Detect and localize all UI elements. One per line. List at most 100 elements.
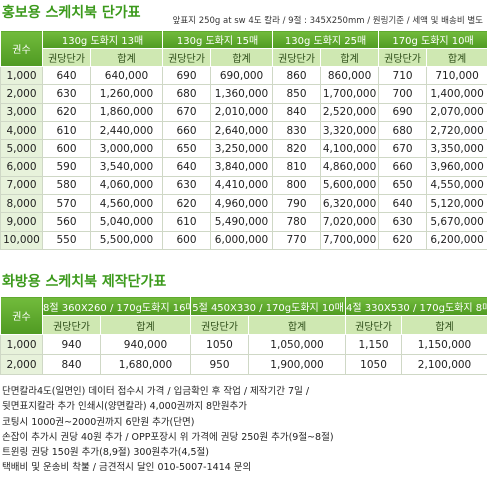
price-cell: 7,020,000 [320,212,380,232]
price-cell: 650 [162,139,212,159]
notes: 단면칼라4도(일면인) 데이터 접수시 가격 / 입금확인 후 작업 / 제작기… [2,384,334,476]
price-cell: 5,670,000 [426,212,487,232]
price-cell: 600 [162,230,212,250]
price-cell: 690 [378,102,428,122]
note-line: 트윈링 권당 150원 추가(8,9절) 300원추가(4,5절) [2,447,210,459]
price-cell: 800 [272,175,322,196]
subheader: 합계 [89,48,164,67]
price-cell: 2,440,000 [89,120,164,141]
price-cell: 840 [272,102,322,122]
price-cell: 1,150,000 [401,334,487,355]
subheader: 합계 [320,48,380,67]
price-cell: 650 [378,175,428,196]
price-cell: 630 [378,212,428,232]
note: 앞표지 250g at sw 4도 칼라 / 9절 : 345X250mm / … [172,16,483,26]
price-cell: 620 [42,102,91,122]
subheader: 권당단가 [345,315,403,335]
price-cell: 2,720,000 [426,120,487,141]
price-cell: 3,840,000 [210,157,274,177]
subheader: 권당단가 [272,48,322,67]
subheader: 권당단가 [190,315,250,335]
quantity-cell: 3,000 [0,102,43,122]
price-cell: 640 [378,194,428,214]
quantity-cell: 8,000 [0,194,43,214]
price-cell: 690 [162,65,212,86]
note-line: 코팅시 1000권~2000권까지 6만원 추가(단면) [2,416,195,428]
price-cell: 590 [42,157,91,177]
price-cell: 860 [272,65,322,86]
price-cell: 770 [272,230,322,250]
price-cell: 680 [378,120,428,141]
group-header: 130g 도화지 25매 [272,30,380,49]
header-row: 권수 130g 도화지 13매 130g 도화지 15매 130g 도화지 25매 17… [0,30,487,67]
price-cell: 3,000,000 [89,139,164,159]
price-cell: 4,860,000 [320,157,380,177]
price-cell: 6,000,000 [210,230,274,250]
data-row: 5,000 600 3,000,000 650 3,250,000 820 4,100,00… [0,139,487,159]
group-header: 170g 도화지 10매 [378,30,487,49]
price-cell: 2,520,000 [320,102,380,122]
price-cell: 790 [272,194,322,214]
header-row: 권수 8절 360X260 / 170g도화지 16매 5절 450X330 / 1… [0,296,487,335]
price-cell: 860,000 [320,65,380,86]
quantity-cell: 2,000 [0,84,43,104]
price-cell: 840 [42,354,101,375]
subheader: 합계 [210,48,274,67]
price-cell: 780 [272,212,322,232]
price-cell: 3,960,000 [426,157,487,177]
group-header: 8절 360X260 / 170g도화지 16매 [41,296,192,316]
price-cell: 580 [42,175,91,196]
price-cell: 2,100,000 [401,354,487,375]
price-cell: 1,360,000 [210,84,274,104]
price-cell: 3,320,000 [320,120,380,141]
quantity-cell: 7,000 [0,175,43,196]
price-cell: 5,040,000 [89,212,164,232]
price-cell: 3,250,000 [210,139,274,159]
quantity-cell: 1,000 [0,334,43,355]
subheader: 합계 [426,48,487,67]
subheader-row: 권당단가 합계 권당단가 합계 권당단가 합계 권당단가 합계 [1,48,487,67]
subheader: 합계 [99,315,192,335]
price-cell: 640,000 [89,65,164,86]
data-row: 9,000 560 5,040,000 610 5,490,000 780 7,020,00… [0,212,487,232]
data-row: 4,000 610 2,440,000 660 2,640,000 830 3,320,00… [0,120,487,141]
note-line: 단면칼라4도(일면인) 데이터 접수시 가격 / 입금확인 후 작업 / 제작기… [2,386,310,397]
price-cell: 950 [190,354,250,375]
group-header: 5절 450X330 / 170g도화지 10매 [190,296,347,316]
group-header: 130g 도화지 13매 [41,30,164,49]
price-cell: 7,700,000 [320,230,380,250]
data-row: 1,000 940 940,000 1050 1,050,000 1,150 1,150,0… [0,334,487,355]
price-cell: 670 [378,139,428,159]
title: 홍보용 스케치북 단가표 [2,5,141,21]
price-cell: 660 [378,157,428,177]
quantity-cell: 6,000 [0,157,43,177]
price-cell: 710,000 [426,65,487,86]
price-cell: 690,000 [210,65,274,86]
price-cell: 3,350,000 [426,139,487,159]
price-cell: 1,260,000 [89,84,164,104]
price-cell: 4,550,000 [426,175,487,196]
price-cell: 940,000 [99,334,192,355]
price-table: 권수 130g 도화지 13매 130g 도화지 15매 130g 도화지 25매 17… [0,30,487,250]
price-cell: 4,410,000 [210,175,274,196]
note-line: 택배비 및 운송비 착불 / 금견적시 달인 010-5007-1414 문의 [2,462,252,474]
price-cell: 640 [162,157,212,177]
subheader-row: 권당단가 합계 권당단가 합계 권당단가 합계 [1,315,487,335]
price-cell: 620 [378,230,428,250]
price-cell: 600 [42,139,91,159]
price-cell: 810 [272,157,322,177]
price-cell: 1,050,000 [248,334,347,355]
note-line: 손잡이 추가시 권당 40원 추가 / OPP포장시 위 가격에 권당 250원… [2,431,334,443]
quantity-cell: 10,000 [0,230,43,250]
data-row: 2,000 840 1,680,000 950 1,900,000 1050 2,100,0… [0,354,487,375]
quantity-cell: 2,000 [0,354,43,375]
quantity-cell: 4,000 [0,120,43,141]
price-cell: 1050 [190,334,250,355]
price-cell: 1,860,000 [89,102,164,122]
subheader: 권당단가 [162,48,212,67]
data-row: 6,000 590 3,540,000 640 3,840,000 810 4,860,00… [0,157,487,177]
price-cell: 5,500,000 [89,230,164,250]
price-cell: 940 [42,334,101,355]
price-cell: 700 [378,84,428,104]
